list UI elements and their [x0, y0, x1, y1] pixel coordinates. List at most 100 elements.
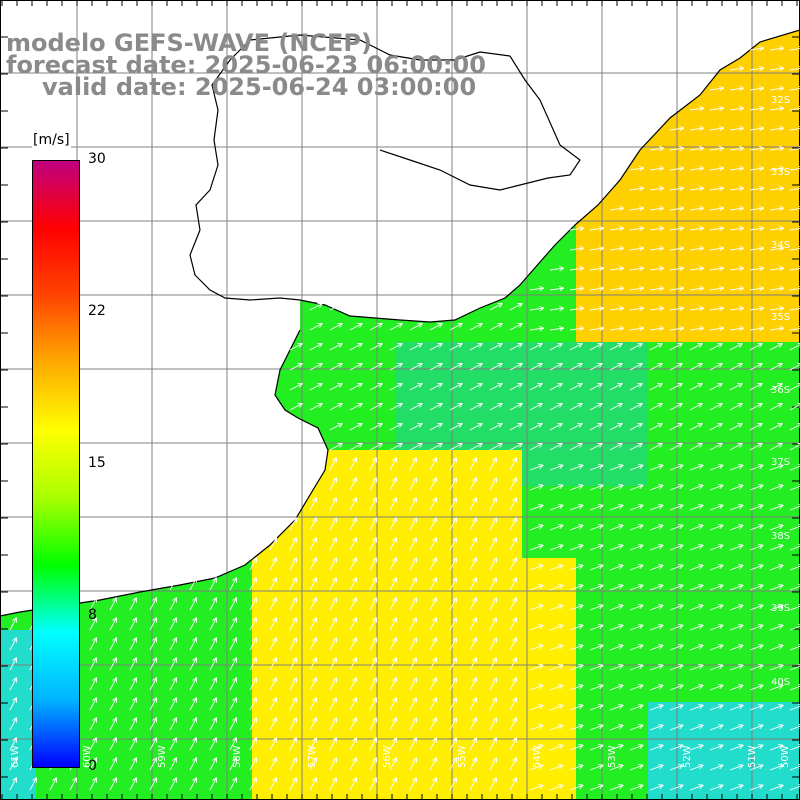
colorbar-tick-22: 22	[88, 303, 106, 319]
wind-arrow	[429, 382, 443, 391]
wind-arrow	[669, 744, 684, 751]
wind-arrow	[369, 697, 378, 711]
wind-arrow	[349, 342, 363, 351]
wind-arrow	[109, 657, 118, 671]
wind-arrow	[389, 457, 398, 471]
wind-arrow	[389, 422, 403, 431]
wind-arrow	[409, 737, 418, 751]
wind-arrow	[109, 677, 118, 691]
wind-arrow	[269, 617, 278, 631]
wind-arrow	[609, 464, 624, 471]
wind-arrow	[289, 677, 298, 691]
wind-arrow	[509, 382, 523, 391]
wind-arrow	[609, 245, 625, 252]
wind-arrow	[489, 737, 498, 751]
wind-arrow	[329, 737, 338, 751]
wind-arrow	[769, 744, 784, 751]
wind-arrow	[529, 644, 544, 651]
wind-arrow	[449, 617, 458, 631]
wind-arrow	[489, 757, 498, 771]
wind-arrow	[309, 302, 323, 311]
land-polygon	[0, 0, 800, 616]
wind-arrow	[389, 517, 398, 531]
wind-arrow	[289, 597, 298, 611]
wind-arrow	[229, 717, 238, 731]
wind-arrow	[769, 524, 784, 531]
wind-arrow	[329, 402, 343, 411]
wind-arrow	[729, 624, 744, 631]
lon-label: 59W	[157, 745, 168, 768]
wind-arrow	[249, 637, 258, 651]
wind-arrow	[269, 557, 278, 571]
wind-arrow	[449, 362, 463, 371]
wind-arrow	[349, 677, 358, 691]
wind-arrow	[709, 225, 725, 232]
wind-arrow	[369, 757, 378, 771]
wind-arrow	[649, 504, 664, 511]
wind-arrow	[209, 697, 218, 711]
wind-arrow	[229, 577, 238, 591]
wind-arrow	[629, 544, 644, 551]
wind-arrow	[489, 477, 498, 491]
wind-arrow	[449, 497, 458, 511]
wind-arrow	[549, 484, 564, 491]
wind-arrow	[469, 697, 478, 711]
wind-arrow	[409, 322, 423, 331]
wind-arrow	[709, 624, 724, 631]
wind-arrow	[9, 737, 18, 751]
wind-arrow	[329, 442, 343, 451]
wind-arrow	[769, 342, 783, 351]
wind-arrow	[569, 624, 584, 631]
wind-arrow	[369, 382, 383, 391]
wind-arrow	[669, 305, 685, 312]
wind-arrow	[589, 664, 604, 671]
wind-arrow	[749, 342, 763, 351]
wind-arrow	[429, 657, 438, 671]
wind-arrow	[589, 584, 604, 591]
wind-arrow	[329, 637, 338, 651]
wind-arrow	[609, 684, 624, 691]
wind-arrow	[229, 617, 238, 631]
wind-arrow	[489, 442, 503, 451]
wind-arrow	[649, 724, 664, 731]
wind-arrow	[609, 422, 623, 431]
wind-arrow	[249, 777, 258, 791]
wind-arrow	[529, 382, 543, 391]
wind-arrow	[429, 477, 438, 491]
wind-arrow	[609, 704, 624, 711]
wind-arrow	[549, 544, 564, 551]
wind-arrow	[49, 777, 58, 791]
wind-arrow	[549, 464, 564, 471]
wind-arrow	[669, 265, 685, 272]
title-valid-date: valid date: 2025-06-24 03:00:00	[42, 73, 477, 101]
wind-arrow	[789, 464, 800, 471]
wind-arrow	[669, 225, 685, 232]
wind-arrow	[489, 382, 503, 391]
wind-arrow	[649, 342, 663, 351]
wind-arrow	[609, 644, 624, 651]
coastline-north	[189, 29, 800, 323]
wind-arrow	[629, 564, 644, 571]
wind-arrow	[249, 717, 258, 731]
wind-arrow	[589, 245, 605, 252]
wind-arrow	[649, 145, 665, 152]
wind-arrow	[689, 125, 705, 132]
wind-arrow	[629, 342, 643, 351]
wind-arrow	[389, 477, 398, 491]
wind-arrow	[609, 305, 625, 312]
wind-arrow	[589, 784, 604, 791]
wind-arrow	[509, 577, 518, 591]
wind-arrow	[749, 362, 763, 371]
wind-arrow	[609, 564, 624, 571]
wind-arrow	[509, 517, 518, 531]
wind-arrow	[689, 704, 704, 711]
wind-arrow	[609, 325, 625, 332]
wind-arrow	[29, 777, 38, 791]
wind-arrow	[529, 285, 545, 292]
wind-arrow	[469, 422, 483, 431]
wind-arrow	[409, 597, 418, 611]
wind-arrow	[689, 205, 705, 212]
wind-arrow	[409, 697, 418, 711]
wind-arrow	[749, 544, 764, 551]
wind-arrow	[769, 784, 784, 791]
